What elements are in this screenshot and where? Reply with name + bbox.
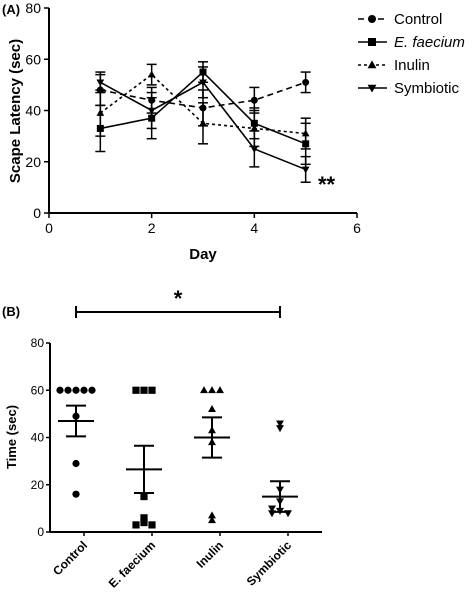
legend-marker	[368, 15, 376, 23]
panel-a-label: (A)	[2, 2, 20, 17]
data-point-e-faecium	[140, 514, 148, 522]
data-point-control	[88, 386, 96, 394]
data-point-inulin	[96, 109, 105, 116]
panel-a-x-tick-label: 2	[148, 220, 156, 236]
data-point-control	[56, 386, 64, 394]
data-point-inulin	[147, 70, 156, 78]
panel-a-series	[95, 61, 311, 183]
group-inulin	[194, 386, 230, 524]
panel-a-x-axis-label: Day	[189, 246, 217, 263]
legend-label: Inulin	[394, 57, 430, 74]
panel-b-x-tick-label: Symbiotic	[244, 538, 295, 589]
panel-a-significance-annotation: **	[318, 172, 336, 197]
panel-b-y-tick-label: 20	[31, 478, 45, 492]
panel-b-dot-plot: (B) * 0 20 40 60 80 Control E. faecium Inulin Sy…	[2, 286, 322, 591]
data-point-symbiotic	[301, 166, 310, 174]
data-point-symbiotic	[276, 420, 284, 428]
data-point-control	[72, 459, 80, 468]
panel-a-y-axis-label: Scape Latency (sec)	[7, 39, 24, 183]
legend-label: Control	[394, 11, 442, 28]
panel-a-x-tick-label: 4	[250, 220, 258, 236]
group-control	[56, 386, 96, 498]
legend-label: E. faecium	[394, 34, 465, 51]
data-point-symbiotic	[276, 486, 284, 494]
panel-b-y-tick-label: 60	[31, 383, 45, 397]
legend-label: Symbiotic	[394, 80, 460, 97]
data-point-control	[250, 96, 258, 104]
data-point-symbiotic	[268, 510, 276, 518]
panel-a-legend: Control E. faecium Inulin Symbiotic	[358, 11, 465, 97]
data-point-inulin	[250, 124, 259, 132]
panel-a-y-tick-label: 60	[25, 51, 41, 67]
data-point-inulin	[200, 386, 208, 394]
panel-a-axes: 0 20 40 60 80 0 2 4 6	[25, 0, 361, 236]
panel-b-x-tick-label: E. faecium	[106, 538, 158, 590]
data-point-e-faecium	[132, 386, 140, 394]
data-point-e-faecium	[140, 518, 148, 527]
panel-b-y-axis-label: Time (sec)	[4, 405, 19, 469]
legend-marker	[367, 84, 377, 93]
data-point-control	[72, 386, 80, 394]
data-point-inulin	[208, 386, 216, 394]
group-symbiotic	[262, 420, 298, 518]
data-point-inulin	[216, 386, 224, 394]
data-point-control	[72, 412, 80, 420]
panel-a-y-tick-label: 40	[25, 103, 41, 119]
data-point-symbiotic	[284, 510, 292, 518]
panel-a-y-tick-label: 0	[33, 205, 41, 221]
data-point-e-faecium	[132, 521, 140, 529]
panel-b-x-tick-label: Control	[50, 538, 90, 578]
data-point-inulin	[208, 516, 216, 524]
data-point-symbiotic	[250, 146, 259, 153]
data-point-inulin	[208, 426, 216, 434]
data-point-inulin	[199, 119, 207, 127]
panel-b-x-tick-label: Inulin	[194, 538, 227, 571]
legend-marker	[367, 60, 377, 69]
group-e-faecium	[126, 386, 162, 529]
data-point-inulin	[208, 405, 216, 413]
significance-star: *	[174, 286, 183, 311]
data-point-symbiotic	[276, 507, 284, 515]
panel-b-groups	[56, 386, 298, 529]
panel-b-significance-bracket: *	[75, 286, 281, 318]
data-point-control	[64, 386, 72, 394]
panel-a-y-tick-label: 20	[25, 154, 41, 170]
panel-b-y-tick-label: 0	[37, 525, 44, 539]
data-point-inulin	[208, 511, 216, 519]
panel-a-x-tick-label: 6	[353, 220, 361, 236]
data-point-e-faecium	[140, 492, 148, 501]
panel-a-y-tick-label: 80	[25, 0, 41, 16]
data-point-symbiotic	[276, 425, 284, 433]
panel-b-label: (B)	[2, 304, 20, 319]
data-point-e-faecium	[140, 386, 148, 394]
data-point-e-faecium	[148, 386, 156, 394]
panel-a-line-chart: (A) 0 20 40 60 80 0 2 4 6 Scape Latency (sec) Da…	[2, 0, 465, 263]
panel-a-x-tick-label: 0	[45, 220, 53, 236]
data-point-control	[80, 386, 88, 394]
legend-marker	[368, 38, 376, 46]
data-point-control	[72, 490, 80, 498]
data-point-symbiotic	[199, 79, 207, 87]
series-symbiotic	[95, 66, 311, 183]
data-point-e-faecium	[148, 521, 156, 529]
data-point-symbiotic	[147, 107, 156, 115]
data-point-symbiotic	[268, 505, 276, 513]
data-point-symbiotic	[96, 79, 105, 87]
panel-b-y-tick-label: 40	[31, 431, 45, 445]
data-point-symbiotic	[276, 498, 284, 506]
data-point-control	[302, 78, 310, 86]
data-point-inulin	[301, 129, 310, 137]
data-point-inulin	[208, 438, 216, 446]
panel-b-y-tick-label: 80	[31, 336, 45, 350]
